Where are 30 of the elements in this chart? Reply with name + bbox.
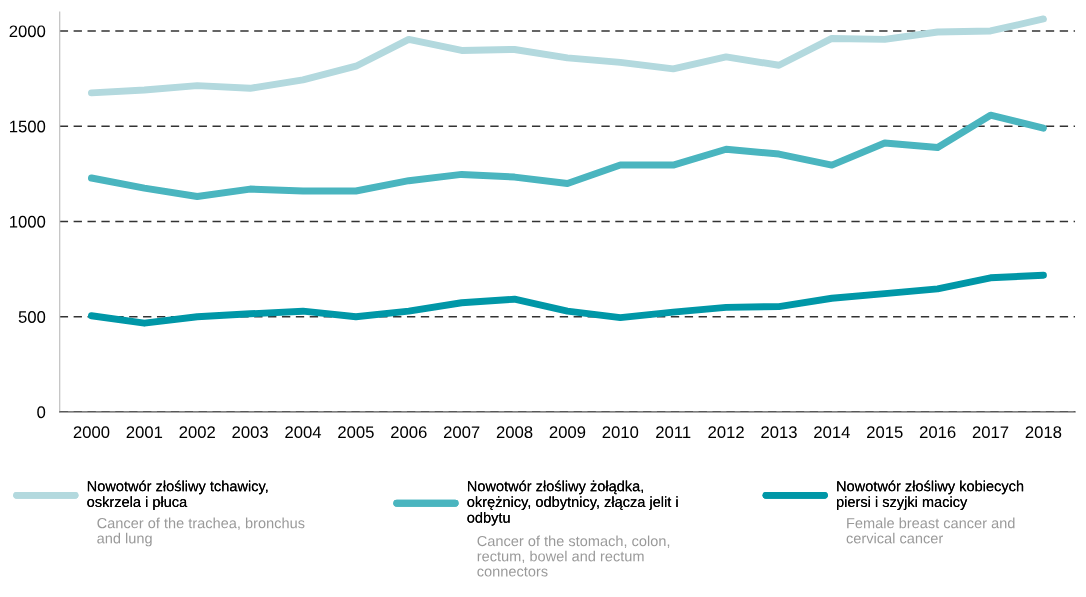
y-tick-label: 0 xyxy=(37,406,46,419)
x-tick-label: 2008 xyxy=(496,426,533,439)
x-tick-label: 2009 xyxy=(549,426,586,439)
x-tick-label: 2010 xyxy=(602,426,639,439)
x-tick-label: 2017 xyxy=(972,426,1009,439)
x-tick-label: 2002 xyxy=(179,426,215,439)
x-tick-label: 2011 xyxy=(656,426,691,439)
text: Female breast cancer and cervical cancer xyxy=(846,517,1015,544)
x-tick-label: 2000 xyxy=(73,426,110,439)
x-tick-label: 2018 xyxy=(1025,426,1062,439)
y-tick-label: 1500 xyxy=(10,120,46,133)
x-tick-label: 2014 xyxy=(814,426,850,439)
x-tick-label: 2016 xyxy=(919,426,956,439)
x-tick-label: 2006 xyxy=(391,426,427,439)
x-tick-label: 2004 xyxy=(285,426,322,439)
x-tick-label: 2015 xyxy=(867,426,903,439)
legend-label: Nowotwór złośliwy kobiecych piersi i szyjki macicy xyxy=(836,480,1024,510)
x-tick-label: 2012 xyxy=(708,426,744,439)
x-tick-label: 2007 xyxy=(443,426,480,439)
x-tick-label: 2003 xyxy=(232,426,268,439)
legend-label: Nowotwór złośliwy tchawicy, oskrzela i płuca xyxy=(87,480,268,510)
x-tick-label: 2005 xyxy=(338,426,374,439)
legend-label: Nowotwór złośliwy żołądka, okrężnicy, odbytnicy, złącza jelit i odbytu xyxy=(467,480,678,526)
y-tick-label: 1000 xyxy=(10,215,46,228)
x-tick-label: 2013 xyxy=(761,426,797,439)
x-tick-label: 2001 xyxy=(126,426,163,439)
y-tick-label: 2000 xyxy=(9,25,46,38)
text: Cancer of the trachea, bronchus and lung xyxy=(97,517,305,547)
text: Cancer of the stomach, colon, rectum, bowel and rectum connectors xyxy=(477,535,670,577)
y-tick-label: 500 xyxy=(18,311,46,323)
